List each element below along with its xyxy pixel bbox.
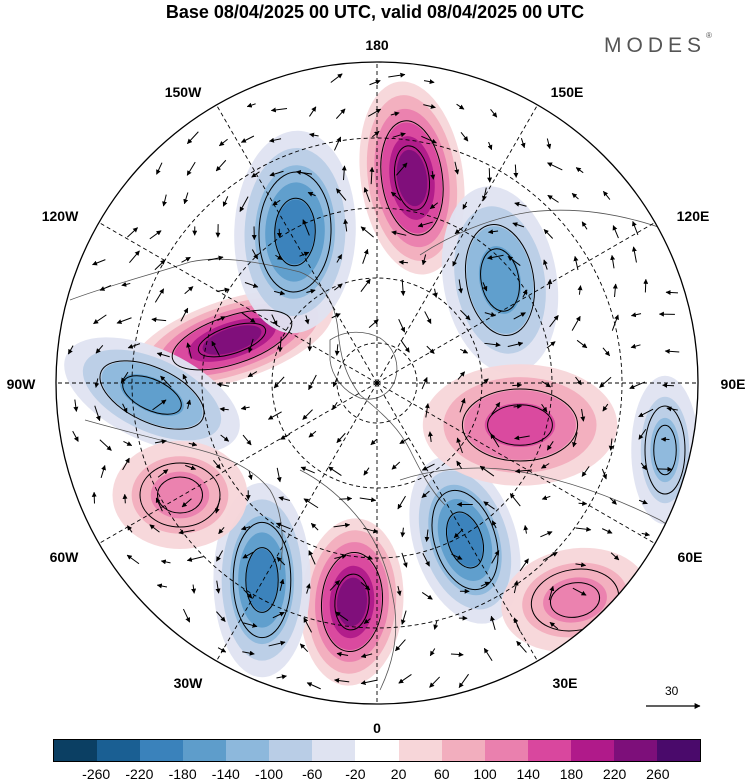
colorbar-tick-label: -60 [302, 766, 322, 782]
longitude-label: 120E [677, 208, 710, 224]
colorbar-swatch [399, 740, 442, 761]
colorbar-tick-label: -260 [82, 766, 110, 782]
colorbar-swatch [183, 740, 226, 761]
colorbar [53, 739, 701, 762]
colorbar-swatch [571, 740, 614, 761]
colorbar-tick-label: -20 [345, 766, 365, 782]
colorbar-swatch [528, 740, 571, 761]
colorbar-swatch [657, 740, 700, 761]
colorbar-tick-label: 20 [391, 766, 407, 782]
wind-arrow [489, 168, 490, 182]
colorbar-tick-label: 180 [560, 766, 583, 782]
longitude-label: 60E [678, 549, 703, 565]
colorbar-tick-label: -220 [125, 766, 153, 782]
wind-arrow [657, 469, 672, 470]
longitude-label: 120W [42, 208, 79, 224]
colorbar-swatch [442, 740, 485, 761]
colorbar-swatch [54, 740, 97, 761]
colorbar-tick-label: 260 [646, 766, 669, 782]
colorbar-swatch [614, 740, 657, 761]
longitude-label: 150W [165, 84, 202, 100]
colorbar-tick-label: -180 [169, 766, 197, 782]
anomaly-contour-fill [650, 418, 679, 482]
longitude-label: 150E [551, 84, 584, 100]
colorbar-tick-label: 220 [603, 766, 626, 782]
wind-arrow [663, 385, 674, 386]
colorbar-swatch [485, 740, 528, 761]
colorbar-swatch [312, 740, 355, 761]
anomaly-center [631, 376, 699, 525]
wind-arrow [666, 292, 678, 293]
colorbar-swatch [226, 740, 269, 761]
longitude-label: 60W [50, 549, 79, 565]
colorbar-tick-label: 100 [473, 766, 496, 782]
longitude-label: 30E [553, 675, 578, 691]
colorbar-tick-label: -100 [255, 766, 283, 782]
longitude-label: 30W [174, 675, 203, 691]
colorbar-tick-label: 60 [434, 766, 450, 782]
colorbar-tick-labels: -260 -220 -180 -140 -100 -60 -20 20 60 100 140 180 2… [0, 766, 750, 784]
longitude-label: 90E [721, 376, 746, 392]
longitude-label: 90W [7, 376, 36, 392]
colorbar-swatch [355, 740, 398, 761]
colorbar-tick-label: 140 [517, 766, 540, 782]
wind-arrow [125, 494, 126, 503]
colorbar-swatch [97, 740, 140, 761]
wind-arrow [645, 279, 646, 292]
colorbar-tick-label: -140 [212, 766, 240, 782]
colorbar-swatch [140, 740, 183, 761]
colorbar-swatch [269, 740, 312, 761]
longitude-label: 180 [365, 37, 388, 53]
wind-arrow [279, 229, 280, 238]
longitude-label: 0 [373, 720, 381, 736]
reference-vector-label: 30 [665, 684, 678, 698]
